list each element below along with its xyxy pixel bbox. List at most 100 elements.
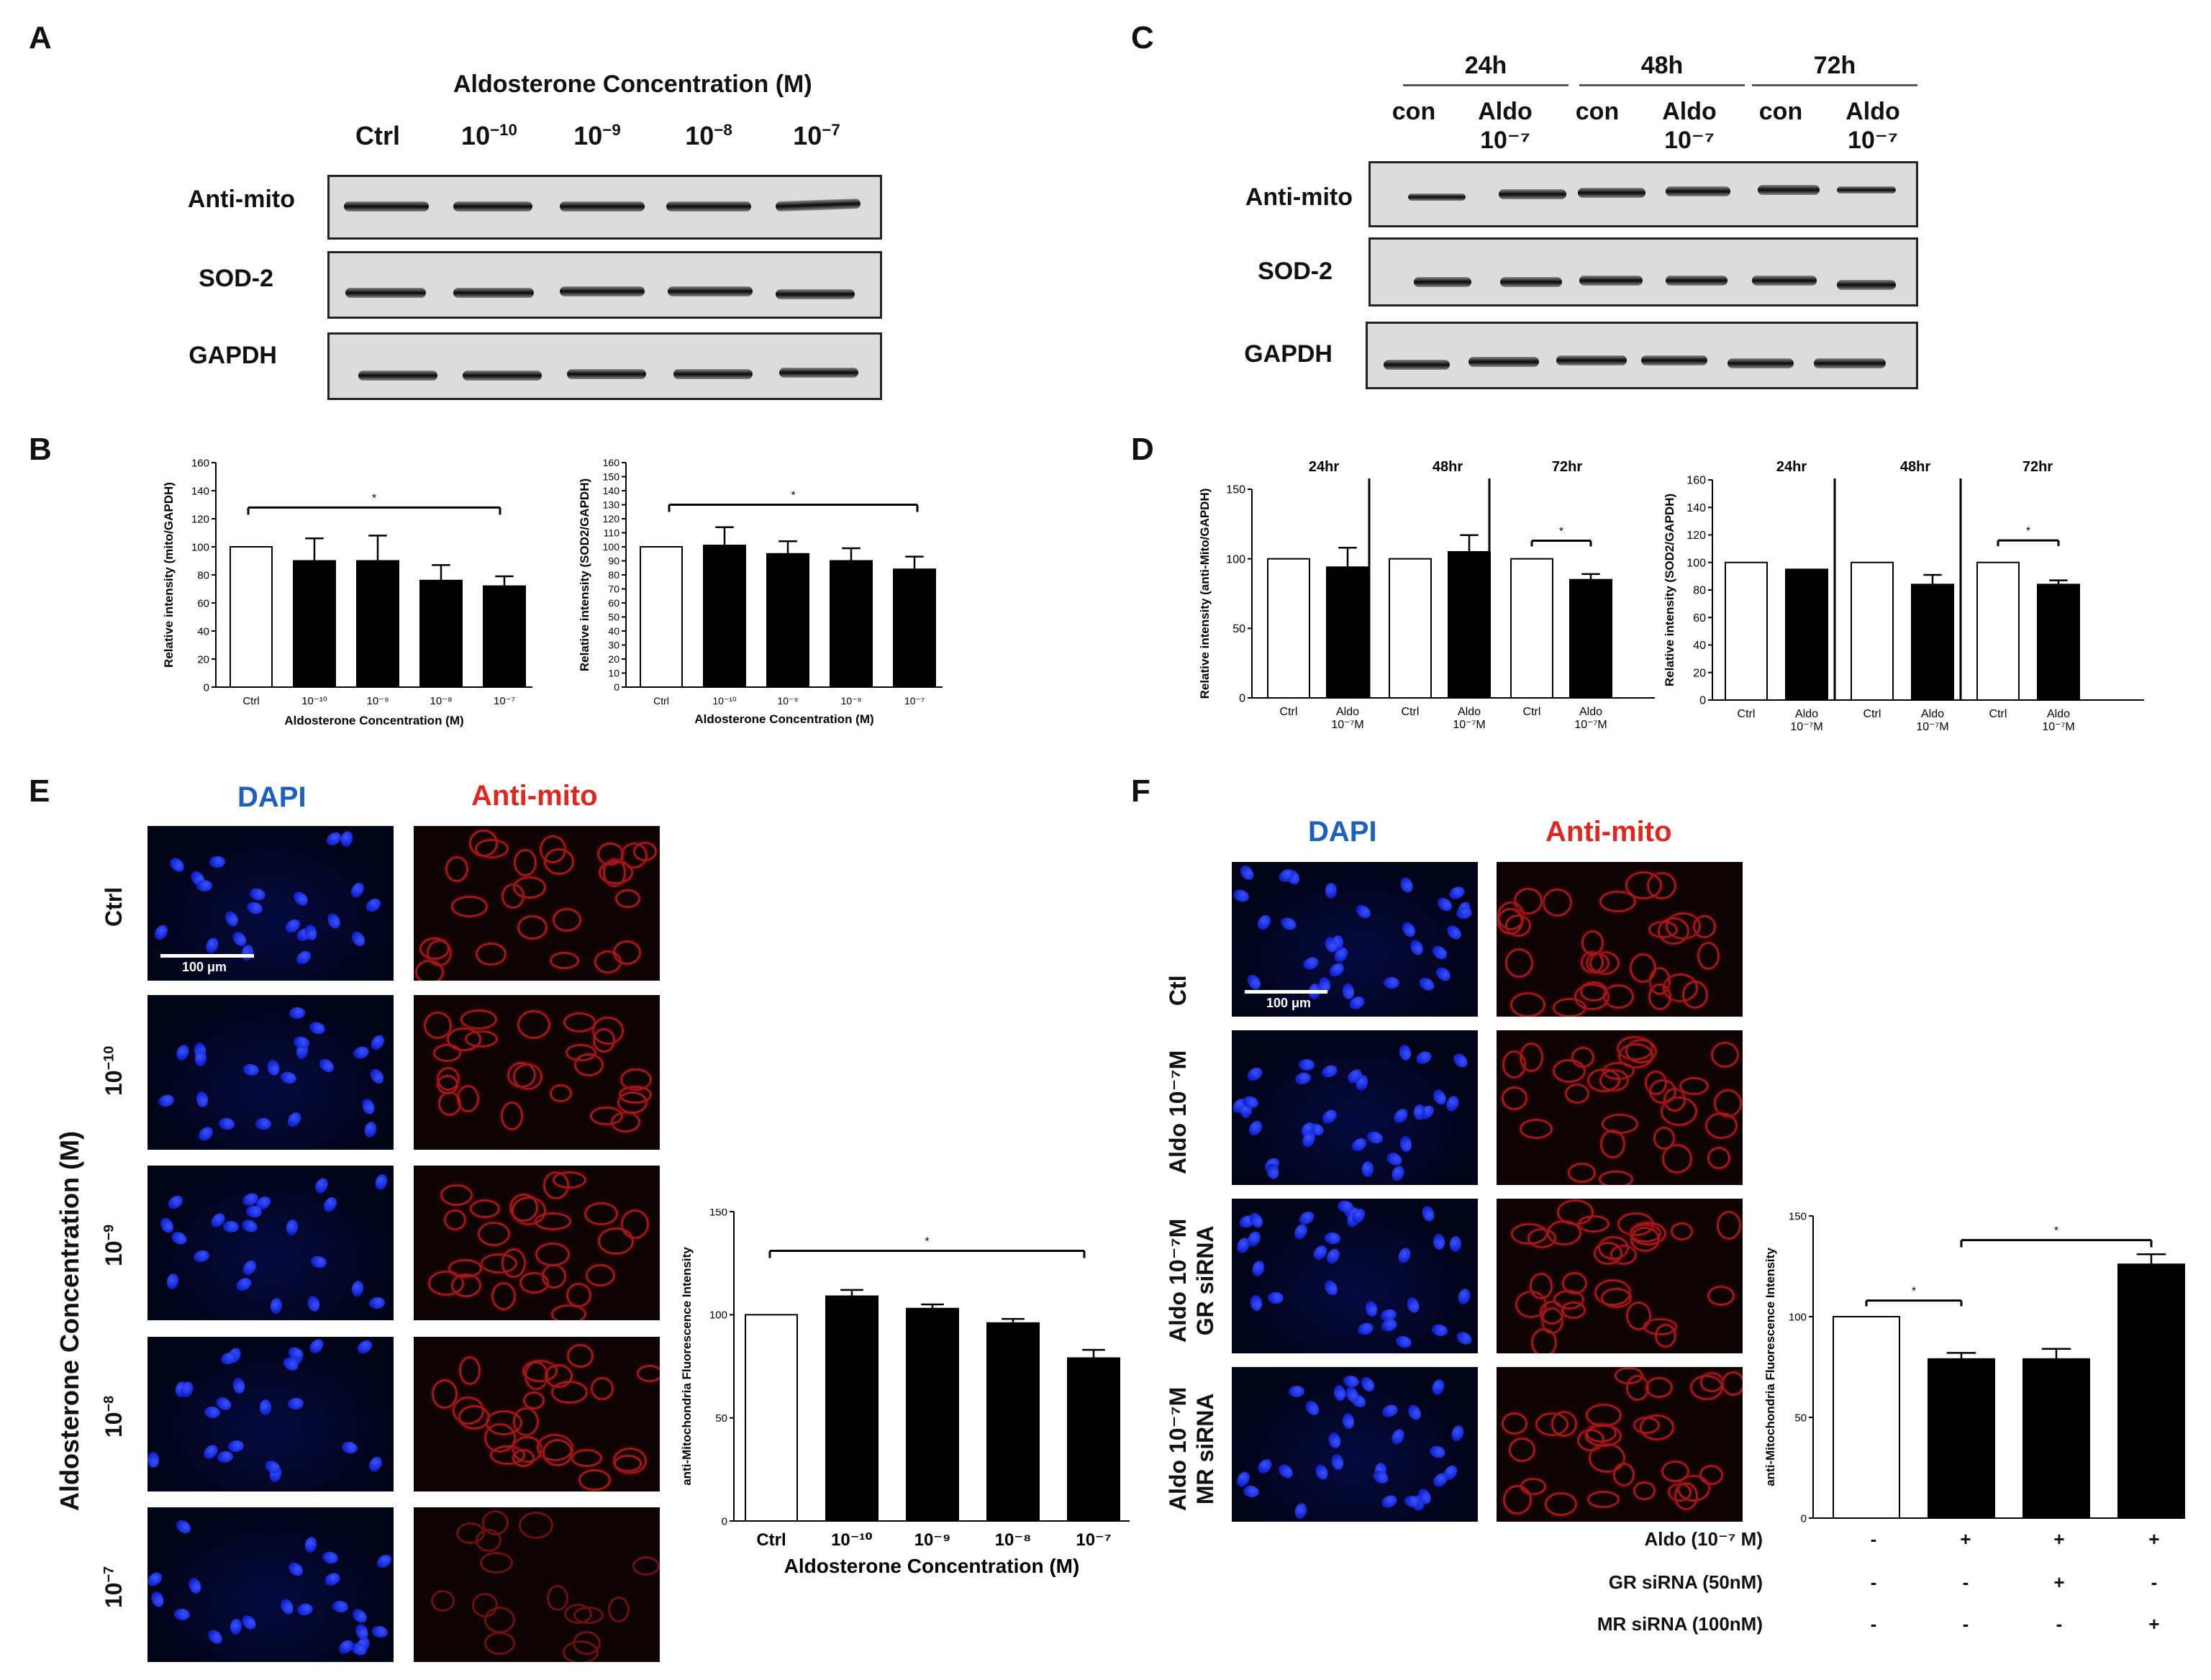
y-tick-label: 100 (603, 541, 620, 553)
nucleus (1325, 882, 1338, 899)
exponent: −10 (490, 121, 517, 139)
group-label: 48hr (1433, 459, 1463, 475)
nucleus (1327, 960, 1347, 980)
panel-a-row-label: GAPDH (189, 342, 277, 369)
dapi-image: 100 μm (147, 826, 394, 981)
y-tick-label: 50 (608, 611, 619, 622)
nucleus (291, 889, 311, 909)
nucleus (1417, 975, 1437, 994)
chart-d-right: 0 20 40 60 80 100 120 140 160 Relative intensity … (1663, 459, 2144, 733)
stained-cell (419, 937, 450, 960)
y-tick-label: 0 (722, 1515, 727, 1527)
nucleus (286, 1397, 305, 1411)
x-tick-label: 10⁻⁷ (1076, 1530, 1111, 1550)
nucleus (209, 856, 225, 868)
stained-cell (1509, 1438, 1535, 1462)
bar-treated (356, 560, 399, 688)
treatment-label: GR siRNA (50nM) (1608, 1571, 1763, 1593)
row-label-line: GR siRNA (1192, 1225, 1218, 1336)
x-tick-label: Ctrl (653, 695, 669, 707)
nucleus (366, 1454, 385, 1474)
nucleus (1322, 1278, 1340, 1298)
stained-cell (437, 1075, 458, 1094)
stained-cell (563, 1012, 596, 1032)
stained-cell (415, 960, 444, 981)
y-tick-label: 10 (608, 667, 619, 678)
nucleus (1399, 920, 1418, 940)
nucleus (1293, 1502, 1309, 1520)
stained-cell (482, 1510, 509, 1535)
row-label: Aldo 10⁻⁷M GR siRNA (1165, 1218, 1218, 1343)
y-tick-label: 80 (197, 569, 209, 581)
stained-cell (1531, 1328, 1557, 1353)
anti-mito-image (414, 1337, 660, 1491)
x-tick-label: Aldo (1458, 706, 1481, 718)
lane-label: Aldo 10⁻⁷ (1455, 97, 1556, 155)
nucleus (1428, 1444, 1447, 1460)
nucleus (229, 1617, 243, 1636)
nucleus (317, 1055, 337, 1076)
y-axis-title: Relative intensity (SOD2/GAPDH) (578, 478, 591, 671)
group-label: 72hr (2022, 459, 2053, 475)
stained-cell (519, 1512, 553, 1539)
dapi-image (147, 1337, 394, 1491)
y-tick-label: 160 (191, 457, 209, 469)
significance-star: * (2026, 525, 2030, 537)
stained-cell (608, 1597, 630, 1622)
nucleus (1444, 1094, 1461, 1114)
bar-control (1851, 561, 1894, 701)
stained-cell (598, 1227, 634, 1255)
stained-cell (460, 1009, 497, 1030)
x-tick-label: Aldo (1921, 708, 1944, 720)
stained-cell (637, 1365, 660, 1382)
nucleus (286, 1559, 306, 1579)
y-tick-label: 30 (608, 639, 619, 650)
nucleus (285, 1109, 304, 1130)
stained-cell (542, 1439, 573, 1466)
dapi-image (1232, 1030, 1478, 1185)
stained-cell (1599, 891, 1636, 912)
nucleus (242, 1063, 260, 1077)
panel-a-row-label: Anti-mito (187, 186, 295, 213)
stained-cell (1722, 1371, 1743, 1396)
nucleus (1404, 1295, 1422, 1315)
stained-cell (1625, 871, 1662, 899)
y-tick-label: 120 (1686, 530, 1706, 542)
nucleus (260, 1399, 271, 1415)
nucleus (306, 1294, 322, 1313)
nucleus (350, 1606, 370, 1626)
treatment-sign: - (2151, 1571, 2158, 1593)
x-tick-label: 10⁻⁸ (995, 1530, 1032, 1550)
time-bracket (1579, 84, 1745, 86)
stained-cell (1711, 1042, 1739, 1068)
nucleus (1267, 1291, 1284, 1304)
bar-control (1267, 558, 1310, 699)
y-tick-label: 150 (1789, 1210, 1807, 1222)
y-tick-label: 100 (1789, 1311, 1807, 1323)
bar-control (1725, 561, 1768, 701)
exponent: −7 (822, 121, 840, 139)
panel-c-row-label: SOD-2 (1258, 258, 1332, 285)
stained-cell (535, 1243, 570, 1266)
y-tick-label: 160 (603, 457, 620, 468)
nucleus (1232, 887, 1250, 904)
stained-cell (517, 915, 548, 940)
nucleus (222, 1220, 240, 1233)
y-tick-label: 160 (1686, 475, 1706, 487)
nucleus (196, 1124, 216, 1144)
stained-cell (1502, 1050, 1526, 1079)
stained-cell (550, 952, 579, 969)
row-label: Aldo 10⁻⁷M MR siRNA (1165, 1386, 1218, 1511)
nucleus (1361, 1161, 1374, 1178)
stained-cell (566, 1044, 596, 1061)
x-tick-label: Ctrl (242, 695, 259, 707)
row-label-line: MR siRNA (1192, 1393, 1218, 1505)
nucleus (167, 855, 187, 875)
x-tick-label: Aldo (1579, 706, 1602, 718)
treatment-sign: - (2056, 1613, 2063, 1635)
nucleus (1363, 1299, 1379, 1318)
nucleus (285, 1218, 299, 1237)
stained-cell (1707, 1147, 1730, 1169)
stained-cell (1586, 953, 1610, 973)
bar-control (1389, 558, 1432, 699)
